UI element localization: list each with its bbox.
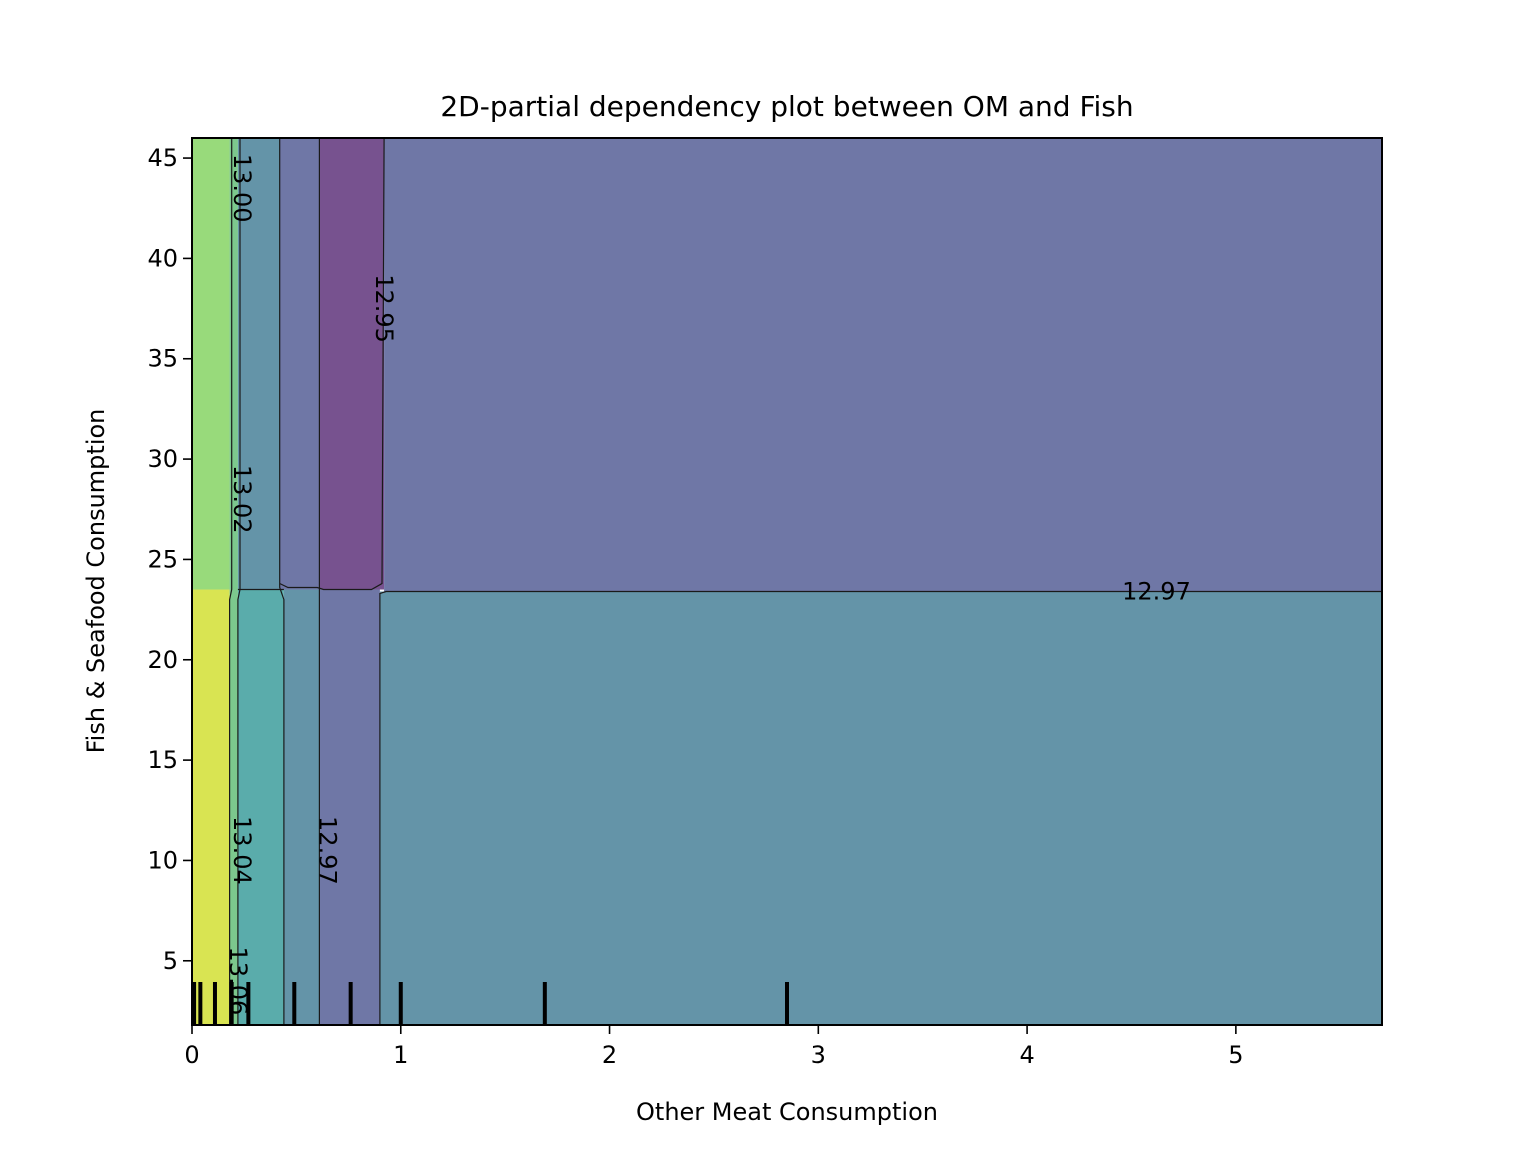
contour-region-2 xyxy=(192,138,230,590)
contour-line-5 xyxy=(379,590,1382,1025)
x-tick-label-3: 3 xyxy=(811,1041,826,1069)
y-axis-label: Fish & Seafood Consumption xyxy=(82,409,110,754)
contour-region-9 xyxy=(319,589,380,1025)
y-tick-label-7: 40 xyxy=(147,244,178,272)
contour-region-12 xyxy=(384,138,1382,592)
y-tick-label-3: 20 xyxy=(147,646,178,674)
contour-label-4: 12.97 xyxy=(1122,578,1191,606)
contour-region-1 xyxy=(192,589,230,1025)
contour-line-2 xyxy=(237,138,241,1025)
contour-region-4 xyxy=(229,138,238,590)
chart-title: 2D-partial dependency plot between OM an… xyxy=(440,90,1133,123)
contour-region-6 xyxy=(237,138,280,590)
contour-region-5 xyxy=(237,589,284,1025)
contour-label-1: 13.00 xyxy=(228,154,256,223)
x-tick-label-5: 5 xyxy=(1228,1041,1243,1069)
contour-fill-regions xyxy=(192,138,1382,1025)
y-tick-label-4: 25 xyxy=(147,545,178,573)
rug-ticks xyxy=(192,982,789,1025)
y-tick-label-2: 15 xyxy=(147,746,178,774)
x-axis: 0 1 2 3 4 5 xyxy=(184,1025,1244,1069)
contour-label-5: 13.04 xyxy=(228,816,256,885)
contour-lines xyxy=(229,137,1382,1025)
contour-region-11 xyxy=(379,591,1382,1025)
y-tick-label-6: 35 xyxy=(147,345,178,373)
y-tick-label-8: 45 xyxy=(147,144,178,172)
contour-region-3 xyxy=(229,589,238,1025)
y-tick-label-1: 10 xyxy=(147,846,178,874)
x-tick-label-4: 4 xyxy=(1019,1041,1034,1069)
y-tick-label-5: 30 xyxy=(147,445,178,473)
contour-label-2: 12.95 xyxy=(370,274,398,343)
x-tick-label-1: 1 xyxy=(393,1041,408,1069)
x-tick-label-2: 2 xyxy=(602,1041,617,1069)
contour-label-7: 13.06 xyxy=(224,947,252,1016)
plot-frame xyxy=(191,137,1383,1026)
x-tick-label-0: 0 xyxy=(184,1041,199,1069)
contour-label-6: 12.97 xyxy=(314,816,342,885)
y-axis: 5 10 15 20 25 30 35 40 45 xyxy=(147,144,192,975)
contour-labels: 13.00 12.95 13.02 12.97 13.04 12.97 13.06 xyxy=(224,154,1191,1015)
contour-line-6 xyxy=(279,137,385,591)
contour-line-1 xyxy=(229,138,233,1025)
contour-line-3 xyxy=(279,138,285,1025)
contour-region-8 xyxy=(279,138,320,590)
x-axis-label: Other Meat Consumption xyxy=(636,1098,938,1126)
contour-region-10 xyxy=(319,138,385,590)
contour-region-7 xyxy=(283,589,320,1025)
y-tick-label-0: 5 xyxy=(163,947,178,975)
contour-label-3: 13.02 xyxy=(228,465,256,534)
